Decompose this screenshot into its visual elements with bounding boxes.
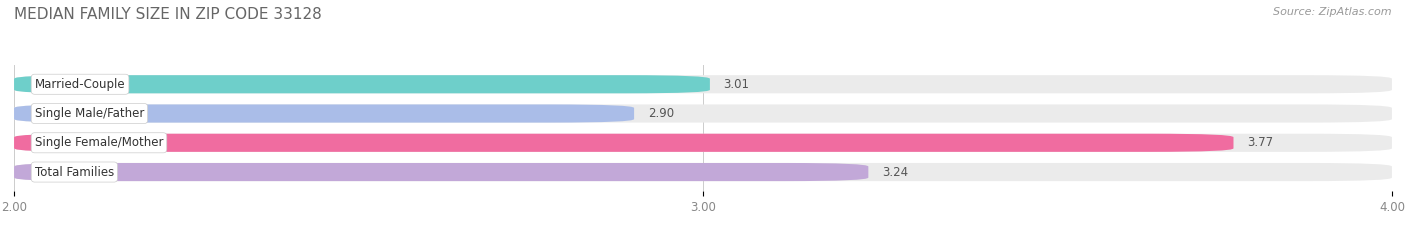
Text: 3.24: 3.24: [882, 165, 908, 178]
Text: Single Female/Mother: Single Female/Mother: [35, 136, 163, 149]
FancyBboxPatch shape: [14, 134, 1233, 152]
Text: Single Male/Father: Single Male/Father: [35, 107, 143, 120]
FancyBboxPatch shape: [14, 75, 710, 93]
Text: MEDIAN FAMILY SIZE IN ZIP CODE 33128: MEDIAN FAMILY SIZE IN ZIP CODE 33128: [14, 7, 322, 22]
FancyBboxPatch shape: [14, 163, 1392, 181]
FancyBboxPatch shape: [14, 75, 1392, 93]
Text: Married-Couple: Married-Couple: [35, 78, 125, 91]
FancyBboxPatch shape: [14, 163, 869, 181]
Text: 2.90: 2.90: [648, 107, 673, 120]
Text: 3.01: 3.01: [724, 78, 749, 91]
FancyBboxPatch shape: [14, 104, 1392, 123]
Text: 3.77: 3.77: [1247, 136, 1274, 149]
Text: Source: ZipAtlas.com: Source: ZipAtlas.com: [1274, 7, 1392, 17]
FancyBboxPatch shape: [14, 104, 634, 123]
Text: Total Families: Total Families: [35, 165, 114, 178]
FancyBboxPatch shape: [14, 134, 1392, 152]
